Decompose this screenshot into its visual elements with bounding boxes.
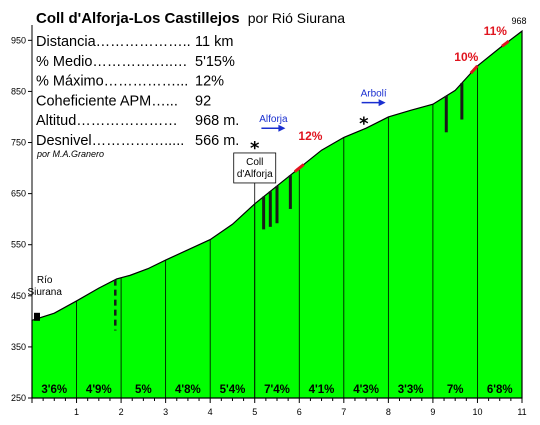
star-marker: * bbox=[250, 138, 260, 159]
arrow-label: Alforja bbox=[259, 114, 288, 125]
chart-subtitle: por Rió Siurana bbox=[248, 10, 345, 26]
arrow-head bbox=[378, 99, 386, 107]
x-tick-label: 8 bbox=[386, 407, 391, 417]
author-credit: por M.A.Granero bbox=[36, 149, 104, 159]
place-label: Río bbox=[37, 275, 53, 286]
x-tick-label: 5 bbox=[252, 407, 257, 417]
segment-label: 3'6% bbox=[41, 384, 67, 396]
steep-mark bbox=[501, 40, 510, 48]
y-tick-label: 850 bbox=[11, 86, 26, 96]
y-tick-label: 750 bbox=[11, 138, 26, 148]
place-box bbox=[233, 152, 277, 184]
segment-label: 4'1% bbox=[309, 384, 335, 396]
x-tick-label: 2 bbox=[119, 407, 124, 417]
arrow-head bbox=[278, 124, 286, 132]
star-markers: ** bbox=[250, 114, 369, 159]
y-tick-label: 350 bbox=[11, 342, 26, 352]
x-tick-label: 6 bbox=[297, 407, 302, 417]
km-dividers bbox=[76, 65, 478, 398]
stat-value: 968 m. bbox=[195, 113, 239, 129]
place-label: Coll bbox=[246, 157, 263, 168]
chart-title: Coll d'Alforja-Los Castillejos por Rió S… bbox=[36, 10, 345, 27]
stat-value: 5'15% bbox=[195, 54, 235, 70]
x-tick-label: 4 bbox=[208, 407, 213, 417]
segment-label: 4'3% bbox=[353, 384, 379, 396]
stats-block: Distancia……………….. 11 km % Medio……………..… 5'1… bbox=[36, 34, 239, 149]
stat-value: 566 m. bbox=[195, 133, 239, 149]
stat-value: 12% bbox=[195, 74, 224, 90]
steep-marks bbox=[293, 40, 510, 173]
stat-label: Coheficiente APM…... bbox=[36, 93, 178, 109]
start-marker bbox=[34, 312, 40, 321]
stat-label: Desnivel……………..... bbox=[36, 133, 184, 149]
y-tick-label: 450 bbox=[11, 291, 26, 301]
stat-value: 92 bbox=[195, 93, 211, 109]
steep-mark bbox=[293, 163, 305, 173]
x-tick-label: 3 bbox=[163, 407, 168, 417]
steep-labels: 12% 10% 11% bbox=[298, 24, 507, 143]
stat-value: 11 km bbox=[195, 34, 233, 50]
segment-label: 5% bbox=[135, 384, 152, 396]
y-axis-ticks: 950 850 750 650 550 450 350 250 bbox=[11, 35, 32, 403]
y-tick-label: 250 bbox=[11, 393, 26, 403]
stat-label: Altitud………………… bbox=[36, 113, 178, 129]
place-label-line2: d'Alforja bbox=[237, 169, 273, 180]
x-tick-label: 9 bbox=[430, 407, 435, 417]
stat-label: Distancia……………….. bbox=[36, 34, 191, 50]
y-tick-label: 650 bbox=[11, 189, 26, 199]
segment-label: 3'3% bbox=[398, 384, 424, 396]
segment-label: 6'8% bbox=[487, 384, 513, 396]
x-tick-label: 11 bbox=[517, 407, 526, 417]
steep-label: 12% bbox=[298, 129, 322, 143]
arrow-label: Arbolí bbox=[361, 89, 387, 100]
x-tick-label: 10 bbox=[472, 407, 482, 417]
direction-arrows: Alforja Arbolí bbox=[259, 89, 387, 132]
x-tick-label: 7 bbox=[341, 407, 346, 417]
segment-label: 5'4% bbox=[220, 384, 246, 396]
segment-label: 7% bbox=[447, 384, 464, 396]
segment-label: 4'8% bbox=[175, 384, 201, 396]
steep-mark bbox=[469, 64, 479, 75]
stat-label: % Máximo……………... bbox=[36, 74, 188, 90]
segment-label: 7'4% bbox=[264, 384, 290, 396]
steep-label: 11% bbox=[484, 24, 508, 38]
segment-labels: 3'6% 4'9% 5% 4'8% 5'4% 7'4% 4'1% 4'3% 3'3% 7% 6'8% bbox=[41, 384, 512, 396]
y-tick-label: 550 bbox=[11, 240, 26, 250]
segment-label: 4'9% bbox=[86, 384, 112, 396]
y-tick-label: 950 bbox=[11, 35, 26, 45]
elevation-bars bbox=[114, 83, 464, 331]
star-marker: * bbox=[359, 114, 369, 135]
x-tick-label: 1 bbox=[74, 407, 79, 417]
place-label-line2: Siurana bbox=[27, 287, 62, 298]
steep-label: 10% bbox=[454, 50, 478, 64]
summit-label: 968 bbox=[511, 16, 526, 26]
stat-label: % Medio……………..… bbox=[36, 54, 187, 70]
